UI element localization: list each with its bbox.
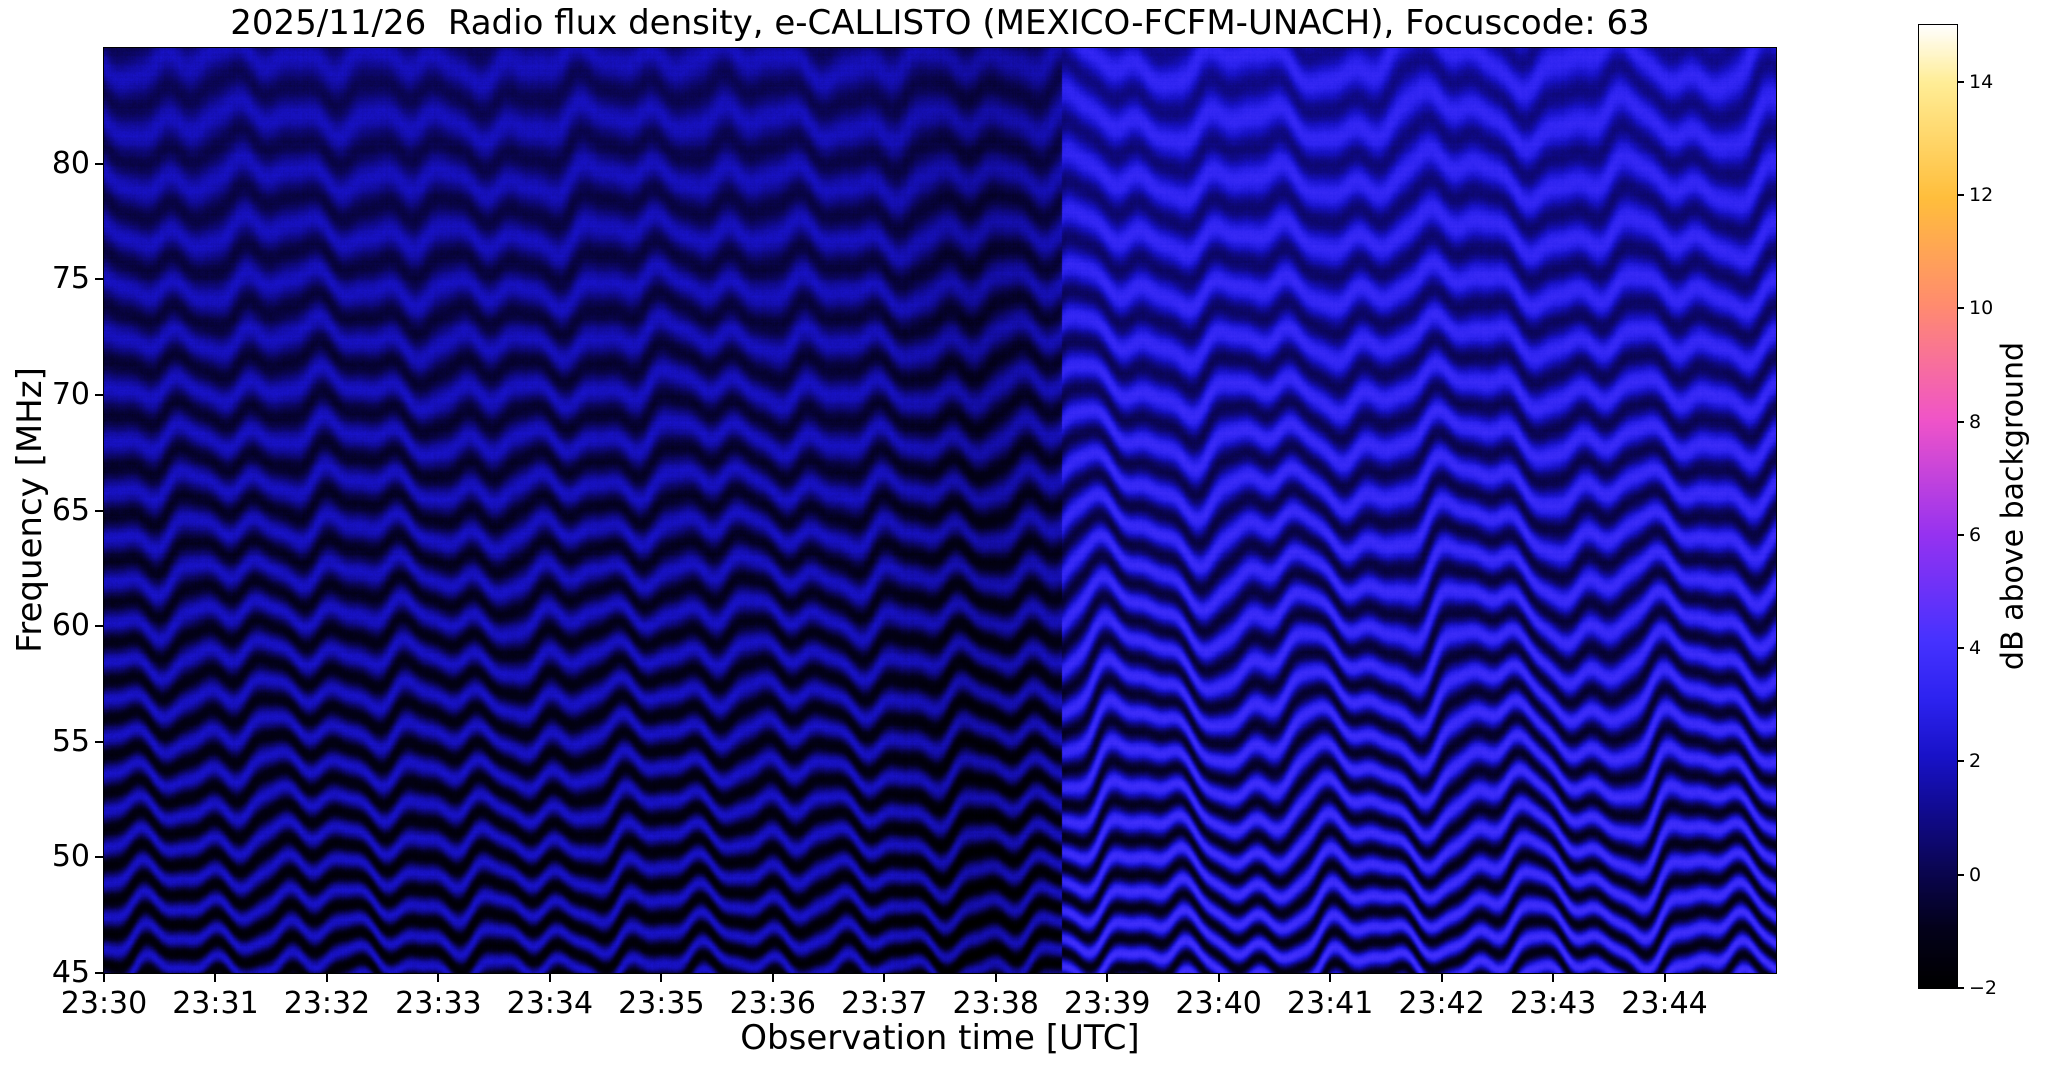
y-tick-mark [95,393,104,396]
colorbar-label: dB above background [1995,341,2031,671]
colorbar-tick-mark [1957,533,1964,536]
x-tick-label: 23:35 [618,986,705,1021]
x-tick-mark [1440,973,1443,982]
y-tick-mark [95,972,104,974]
colorbar-tick-label: −2 [1969,977,1998,999]
colorbar-tick-mark [1957,193,1964,196]
y-tick-label: 75 [51,261,90,297]
x-tick-label: 23:33 [395,986,482,1021]
colorbar-tick-mark [1957,420,1964,423]
colorbar-tick-label: 12 [1969,183,1994,206]
colorbar-tick-label: 6 [1969,523,1982,546]
colorbar-tick-label: 14 [1969,70,1994,93]
y-axis-label: Frequency [MHz] [10,367,50,653]
y-tick-mark [95,856,104,859]
colorbar-tick-mark [1957,987,1964,989]
x-tick-mark [1217,973,1220,982]
x-tick-label: 23:43 [1509,986,1597,1021]
spectrogram-plot [103,47,1777,974]
colorbar-tick-mark [1957,307,1964,310]
chart-title: 2025/11/26 Radio flux density, e-CALLIST… [230,3,1650,43]
colorbar-tick-mark [1957,80,1964,83]
x-tick-label: 23:40 [1175,986,1262,1021]
y-tick-mark [95,740,104,743]
x-tick-mark [660,973,663,982]
y-tick-label: 45 [51,955,90,990]
y-tick-mark [95,509,104,512]
y-tick-label: 55 [51,723,90,759]
y-tick-label: 80 [51,145,90,181]
colorbar-tick-mark [1957,647,1964,650]
x-tick-mark [437,973,440,982]
colorbar-tick-label: 4 [1969,637,1982,660]
y-tick-mark [95,278,104,281]
x-tick-label: 23:38 [952,986,1039,1021]
x-tick-mark [1329,973,1332,982]
y-tick-label: 70 [51,376,90,412]
x-tick-mark [103,973,105,982]
x-tick-label: 23:30 [60,986,148,1021]
x-tick-mark [1552,973,1555,982]
x-tick-mark [1106,973,1109,982]
x-tick-label: 23:31 [172,986,259,1021]
x-tick-mark [994,973,997,982]
colorbar-tick-mark [1957,760,1964,763]
x-tick-label: 23:37 [841,986,928,1021]
x-tick-mark [883,973,886,982]
x-tick-label: 23:34 [506,986,594,1021]
y-tick-label: 65 [51,492,90,528]
x-tick-mark [325,973,328,982]
colorbar-tick-label: 8 [1969,410,1982,433]
x-tick-label: 23:36 [729,986,817,1021]
y-tick-mark [95,625,104,628]
y-tick-label: 50 [51,839,90,875]
colorbar [1918,24,1958,989]
colorbar-tick-label: 10 [1969,297,1994,320]
x-tick-mark [771,973,774,982]
colorbar-tick-label: 2 [1969,750,1982,773]
x-tick-label: 23:42 [1398,986,1485,1021]
x-tick-mark [548,973,551,982]
x-tick-mark [1663,973,1666,982]
y-tick-mark [95,162,104,165]
x-tick-mark [214,973,217,982]
x-tick-label: 23:41 [1286,986,1374,1021]
colorbar-tick-mark [1957,873,1964,876]
x-tick-label: 23:32 [283,986,371,1021]
x-tick-label: 23:39 [1063,986,1151,1021]
colorbar-tick-label: 0 [1969,863,1982,886]
y-tick-label: 60 [51,608,90,644]
x-tick-label: 23:44 [1621,986,1708,1021]
x-axis-label: Observation time [UTC] [740,1018,1140,1058]
